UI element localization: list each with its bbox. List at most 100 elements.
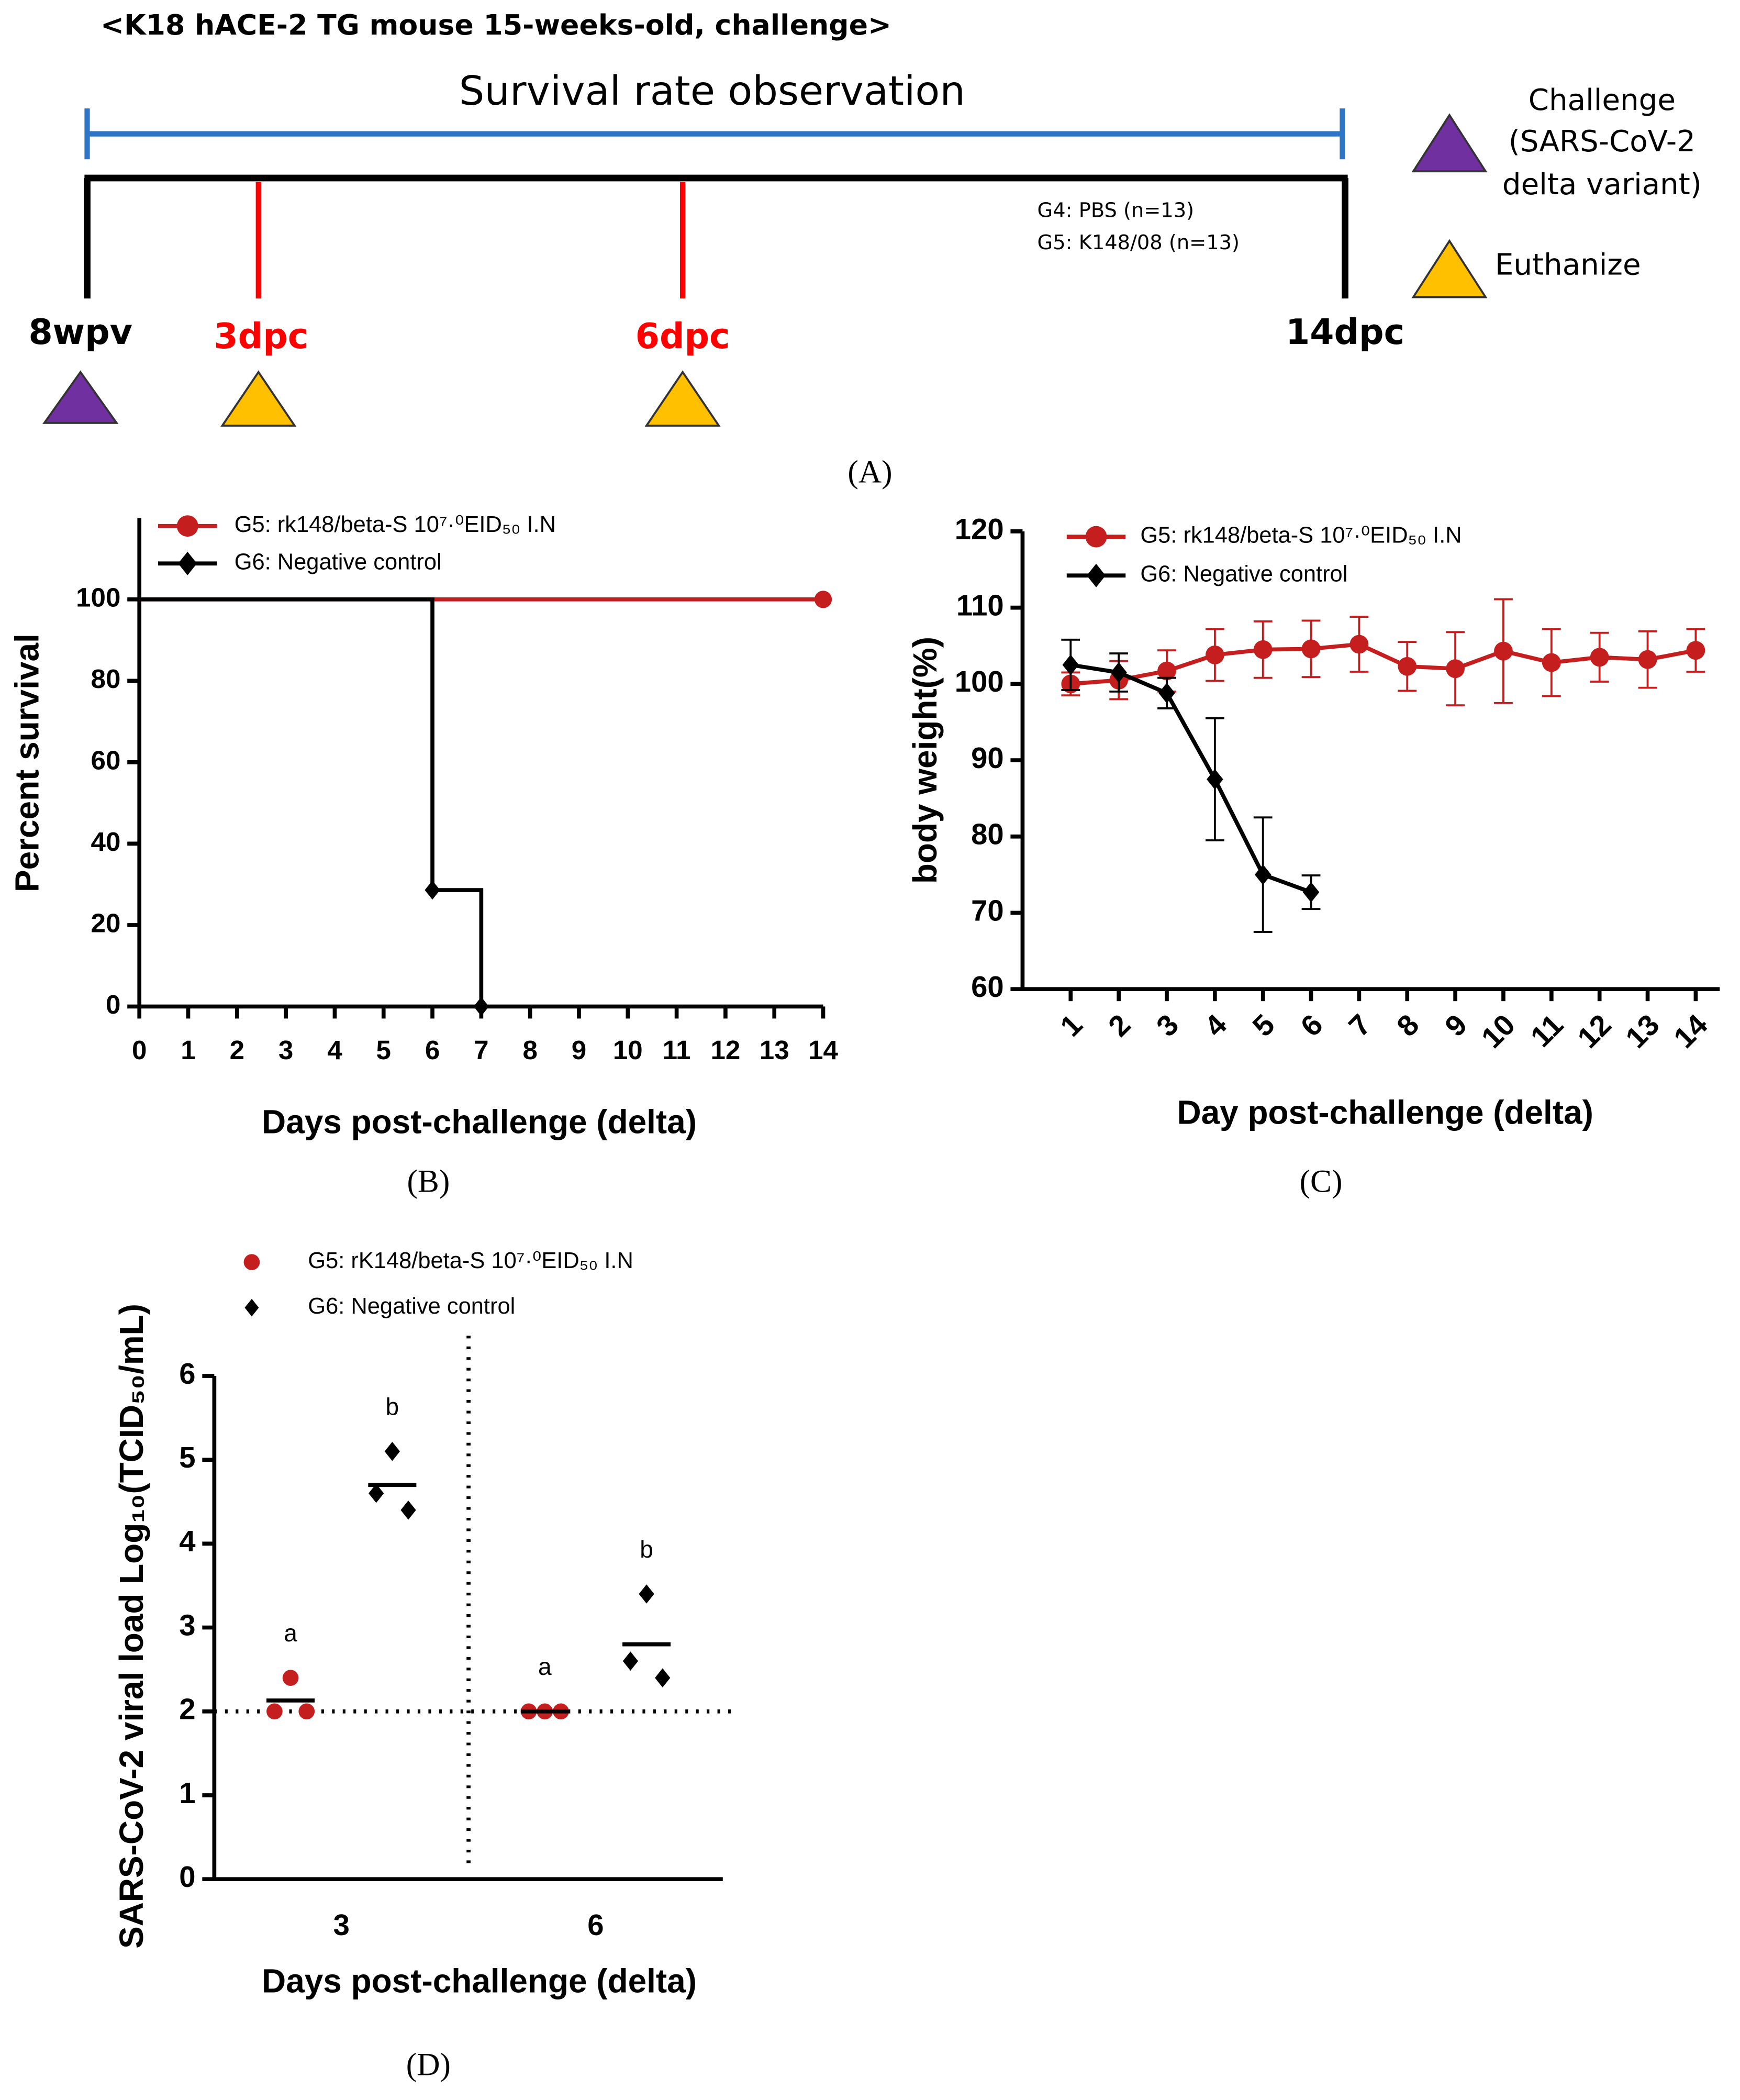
diamond-marker <box>639 1584 654 1604</box>
y-tick-label: 0 <box>179 1860 195 1893</box>
legend-label: G6: Negative control <box>235 550 442 575</box>
circle-marker <box>1205 646 1224 664</box>
circle-marker <box>1638 650 1657 669</box>
circle-marker <box>266 1703 283 1720</box>
x-tick-label: 5 <box>376 1035 391 1065</box>
triangle <box>220 370 297 427</box>
y-tick-label: 100 <box>955 665 1004 698</box>
x-tick-label: 10 <box>1475 1008 1522 1054</box>
significance-letter: a <box>284 1619 297 1647</box>
legend-label: G5: rk148/beta-S 10⁷·⁰EID₅₀ I.N <box>1140 523 1462 548</box>
y-tick-label: 100 <box>76 582 120 612</box>
y-tick-label: 2 <box>179 1693 195 1726</box>
series-line <box>139 597 484 1007</box>
legend-label: G5: rK148/beta-S 10⁷·⁰EID₅₀ I.N <box>308 1248 633 1273</box>
diamond-marker <box>473 997 489 1016</box>
x-tick-label: 3 <box>278 1035 293 1065</box>
diamond-marker <box>244 1298 259 1317</box>
x-tick-label: 7 <box>474 1035 488 1065</box>
y-axis-label: SARS-CoV-2 viral load Log₁₀(TCID₅₀/mL) <box>113 1304 150 1949</box>
y-tick-label: 40 <box>91 827 121 857</box>
group-label: G4: PBS (n=13) <box>1038 198 1195 222</box>
y-tick-label: 5 <box>179 1441 195 1474</box>
y-tick-label: 90 <box>971 741 1004 774</box>
legend-label: (SARS-CoV-2 <box>1509 125 1696 159</box>
y-tick-label: 80 <box>91 664 121 694</box>
series-line <box>1070 663 1312 894</box>
circle-marker <box>1157 661 1176 681</box>
triangle <box>644 370 721 427</box>
triangle <box>1411 113 1488 173</box>
significance-letter: b <box>640 1536 653 1563</box>
diamond-marker <box>400 1501 416 1520</box>
significance-letter: a <box>538 1653 552 1680</box>
diamond-marker <box>622 1651 639 1671</box>
x-tick-label: 7 <box>1342 1008 1377 1043</box>
x-tick-label: 1 <box>181 1035 195 1065</box>
x-tick-label: 13 <box>1619 1008 1666 1054</box>
x-tick-label: 12 <box>1571 1008 1618 1054</box>
x-tick-label: 11 <box>663 1035 691 1065</box>
chart-dot: 0 1 2 3 4 5 6 Days post-challenge (delta) SARS-C… <box>113 1248 739 2083</box>
circle-marker <box>1686 641 1705 660</box>
x-tick-label: 4 <box>1198 1008 1233 1043</box>
timeline-triangles <box>42 113 1488 427</box>
x-tick-label: 14 <box>808 1035 838 1065</box>
circle-marker <box>1301 639 1321 659</box>
significance-letter: b <box>386 1393 399 1420</box>
x-tick-label: 12 <box>710 1035 740 1065</box>
y-axis-label: Percent survival <box>8 634 46 892</box>
diamond-marker <box>178 551 197 575</box>
x-tick-label: 3 <box>1150 1008 1185 1043</box>
panel-label: (C) <box>1300 1163 1343 1199</box>
timeline-title: <K18 hACE-2 TG mouse 15-weeks-old, chall… <box>101 8 891 41</box>
legend-label: G6: Negative control <box>1140 562 1347 587</box>
circle-marker <box>1494 641 1513 661</box>
legend-label: delta variant) <box>1502 168 1702 202</box>
y-tick-label: 60 <box>971 970 1004 1003</box>
diamond-marker <box>1110 662 1127 683</box>
legend-label: Challenge <box>1529 83 1676 117</box>
circle-marker <box>814 591 832 608</box>
circle-marker <box>1349 635 1369 654</box>
y-axis-label: body weight(%) <box>906 637 944 884</box>
diamond-marker <box>1087 563 1106 587</box>
panel-label: (A) <box>847 454 892 490</box>
triangle <box>1411 239 1488 298</box>
x-tick-label: 9 <box>572 1035 586 1065</box>
x-tick-label: 2 <box>1102 1008 1137 1043</box>
y-tick-label: 60 <box>91 745 121 775</box>
diamond-marker <box>369 1483 384 1503</box>
y-tick-label: 120 <box>955 513 1004 546</box>
panel-label: (D) <box>406 2047 451 2083</box>
x-tick-label: 6 <box>425 1035 440 1065</box>
x-tick-label: 8 <box>522 1035 537 1065</box>
x-tick-label: 11 <box>1524 1008 1570 1053</box>
y-tick-label: 3 <box>179 1608 195 1641</box>
diamond-marker <box>425 880 440 900</box>
x-tick-label: 0 <box>132 1035 147 1065</box>
x-tick-label: 5 <box>1246 1008 1281 1043</box>
y-tick-label: 6 <box>179 1357 195 1390</box>
y-tick-label: 80 <box>971 818 1004 851</box>
x-tick-label: 1 <box>1054 1008 1089 1043</box>
group-label: G5: K148/08 (n=13) <box>1038 231 1240 254</box>
x-tick-label: 10 <box>613 1035 643 1065</box>
panel-label: (B) <box>407 1163 450 1199</box>
timepoint-label: 8wpv <box>28 312 132 352</box>
x-tick-label: 8 <box>1390 1008 1425 1043</box>
legend-label: Euthanize <box>1495 248 1641 282</box>
diamond-marker <box>384 1441 400 1461</box>
circle-marker <box>243 1254 260 1271</box>
circle-marker <box>1590 648 1609 667</box>
x-tick-label: 6 <box>1294 1008 1329 1043</box>
diamond-marker <box>655 1668 671 1687</box>
x-tick-label: 9 <box>1438 1008 1474 1043</box>
legend-label: G5: rk148/beta-S 10⁷·⁰EID₅₀ I.N <box>235 512 556 537</box>
circle-marker <box>298 1703 315 1720</box>
diamond-marker <box>1302 882 1320 903</box>
x-tick-label: 13 <box>760 1035 789 1065</box>
diamond-marker <box>1207 769 1223 790</box>
